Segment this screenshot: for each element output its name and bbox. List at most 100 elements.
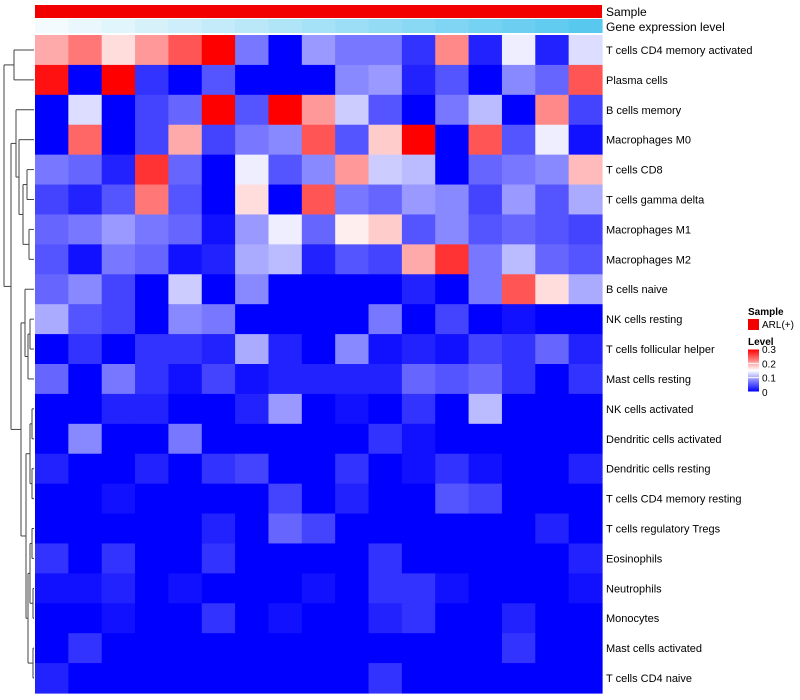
heatmap-cell	[568, 513, 603, 545]
heatmap-cell	[401, 154, 436, 186]
heatmap-cell	[168, 244, 203, 275]
heatmap-cell	[501, 393, 536, 425]
heatmap-cell	[168, 633, 203, 664]
heatmap-cell	[68, 274, 103, 305]
heatmap-cell	[501, 35, 536, 66]
legend-gradient-step	[748, 374, 759, 376]
heatmap-cell	[568, 423, 603, 455]
row-label: T cells CD8	[606, 165, 663, 177]
heatmap-cell	[168, 483, 203, 515]
heatmap-cell	[468, 124, 503, 156]
heatmap-cell	[535, 184, 570, 216]
row-label: T cells CD4 memory resting	[606, 494, 742, 506]
gene-expression-cell	[235, 19, 270, 33]
heatmap-cell	[501, 573, 536, 604]
row-label: Mast cells resting	[606, 374, 691, 386]
heatmap-cell	[168, 453, 203, 485]
heatmap-cell	[535, 124, 570, 156]
legend-gradient-step	[748, 383, 759, 385]
heatmap-cell	[568, 184, 603, 216]
heatmap-cell	[68, 124, 103, 156]
heatmap-cell	[235, 483, 270, 515]
heatmap-cell	[168, 393, 203, 425]
heatmap-cell	[368, 304, 403, 335]
heatmap-cell	[468, 603, 503, 634]
heatmap-cell	[501, 334, 536, 365]
heatmap-cell	[101, 124, 136, 156]
heatmap-cell	[235, 64, 270, 96]
row-label: Dendritic cells resting	[606, 464, 711, 476]
heatmap-cell	[568, 453, 603, 485]
heatmap-cell	[401, 334, 436, 365]
heatmap-cell	[568, 543, 603, 574]
heatmap-cell	[401, 364, 436, 395]
heatmap-cell	[535, 64, 570, 96]
heatmap-cell	[535, 423, 570, 455]
heatmap-cell	[201, 64, 236, 96]
heatmap-cell	[435, 304, 470, 335]
heatmap-cell	[368, 244, 403, 275]
heatmap-cell	[501, 663, 536, 694]
heatmap-cell	[168, 94, 203, 126]
heatmap-cell	[468, 483, 503, 515]
heatmap-cell	[335, 513, 370, 545]
heatmap-cell	[101, 633, 136, 664]
legend-gradient-step	[748, 389, 759, 391]
heatmap-cell	[101, 483, 136, 515]
legend-gradient-step	[748, 371, 759, 373]
heatmap-cell	[335, 483, 370, 515]
heatmap-cell	[201, 453, 236, 485]
gene-expression-cell	[435, 19, 470, 33]
legend-tick-label: 0.1	[762, 374, 776, 385]
heatmap-cell	[535, 274, 570, 305]
heatmap-cell	[335, 154, 370, 186]
heatmap-cell	[35, 423, 69, 455]
heatmap-cell	[135, 573, 170, 604]
heatmap-cell	[201, 603, 236, 634]
heatmap-cell	[435, 423, 470, 455]
heatmap-cell	[35, 154, 69, 186]
heatmap-cell	[401, 393, 436, 425]
heatmap-cell	[301, 453, 336, 485]
heatmap-cell	[135, 244, 170, 275]
heatmap-cell	[268, 94, 303, 126]
heatmap-cell	[501, 214, 536, 245]
legend-tick-label: 0	[762, 388, 768, 399]
row-label: B cells naive	[606, 284, 668, 296]
heatmap-cell	[568, 663, 603, 694]
heatmap-cell	[68, 364, 103, 395]
heatmap-cell	[468, 64, 503, 96]
heatmap-cell	[235, 154, 270, 186]
heatmap-cell	[535, 334, 570, 365]
gene-expression-cell	[168, 19, 203, 33]
heatmap-cell	[301, 603, 336, 634]
heatmap-cell	[335, 35, 370, 66]
heatmap-cell	[135, 94, 170, 126]
heatmap-cell	[68, 393, 103, 425]
heatmap-cell	[535, 244, 570, 275]
row-label: Eosinophils	[606, 553, 663, 565]
heatmap-cell	[468, 214, 503, 245]
heatmap-cell	[501, 603, 536, 634]
heatmap-cell	[435, 633, 470, 664]
row-labels: T cells CD4 memory activated Plasma cells…	[606, 45, 753, 685]
heatmap-cell	[435, 64, 470, 96]
legend-gradient-step	[748, 382, 759, 384]
heatmap-cell	[235, 663, 270, 694]
heatmap-cell	[335, 94, 370, 126]
heatmap-cell	[501, 64, 536, 96]
heatmap-cell	[268, 633, 303, 664]
heatmap-cell	[68, 513, 103, 545]
heatmap-cell	[368, 483, 403, 515]
heatmap-cell	[168, 184, 203, 216]
heatmap-cell	[201, 393, 236, 425]
heatmap-cell	[135, 663, 170, 694]
heatmap-cell	[235, 304, 270, 335]
row-label: T cells CD4 naive	[606, 673, 692, 685]
heatmap-cell	[368, 513, 403, 545]
legend-gradient-step	[748, 356, 759, 358]
heatmap-cell	[501, 513, 536, 545]
heatmap-cell	[401, 184, 436, 216]
heatmap-cell	[35, 244, 69, 275]
heatmap-cell	[335, 453, 370, 485]
